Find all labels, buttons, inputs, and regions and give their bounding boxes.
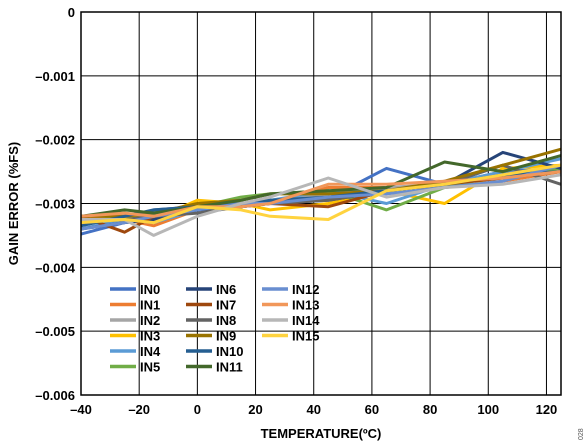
series-line-in11 xyxy=(80,154,562,218)
legend-label-in13: IN13 xyxy=(292,298,319,313)
legend-label-in8: IN8 xyxy=(216,313,236,328)
legend-label-in3: IN3 xyxy=(140,329,160,344)
legend-label-in9: IN9 xyxy=(216,329,236,344)
legend-label-in5: IN5 xyxy=(140,360,160,375)
x-tick-label-8: 120 xyxy=(536,402,558,417)
series-line-in15 xyxy=(80,163,562,225)
legend-label-in4: IN4 xyxy=(140,344,161,359)
legend-label-in1: IN1 xyxy=(140,298,160,313)
plot-frame xyxy=(80,11,562,396)
x-tick-label-2: 0 xyxy=(194,402,201,417)
y-tick-label-4: –0.004 xyxy=(35,260,76,275)
y-tick-label-2: –0.002 xyxy=(35,133,75,148)
x-tick-label-1: –20 xyxy=(128,402,150,417)
y-tick-labels: 0 –0.001 –0.002 –0.003 –0.004 –0.005 –0.006 xyxy=(35,5,76,403)
x-tick-label-4: 40 xyxy=(306,402,320,417)
legend-label-in15: IN15 xyxy=(292,329,319,344)
legend-label-in0: IN0 xyxy=(140,282,160,297)
y-tick-label-3: –0.003 xyxy=(35,197,75,212)
legend-label-in2: IN2 xyxy=(140,313,160,328)
legend-label-in7: IN7 xyxy=(216,298,236,313)
y-tick-label-5: –0.005 xyxy=(35,324,75,339)
x-tick-labels: –40 –20 0 20 40 60 80 100 120 xyxy=(70,402,557,417)
legend-label-in10: IN10 xyxy=(216,344,243,359)
x-tick-label-5: 60 xyxy=(365,402,379,417)
legend-label-in14: IN14 xyxy=(292,313,320,328)
figure-id: 028 xyxy=(578,428,585,440)
legend-label-in6: IN6 xyxy=(216,282,236,297)
x-tick-label-0: –40 xyxy=(70,402,92,417)
y-axis-title: GAIN ERROR (%FS) xyxy=(6,142,21,266)
x-tick-label-7: 100 xyxy=(477,402,499,417)
series-line-in14 xyxy=(81,173,562,237)
x-tick-label-3: 20 xyxy=(248,402,262,417)
legend-label-in11: IN11 xyxy=(216,360,243,375)
legend-label-in12: IN12 xyxy=(292,282,319,297)
y-tick-label-1: –0.001 xyxy=(35,69,75,84)
y-tick-label-0: 0 xyxy=(68,5,75,20)
series-lines xyxy=(80,147,562,237)
x-axis-title: TEMPERATURE(ºC) xyxy=(261,426,382,441)
x-tick-label-6: 80 xyxy=(423,402,437,417)
y-tick-label-6: –0.006 xyxy=(35,388,75,403)
